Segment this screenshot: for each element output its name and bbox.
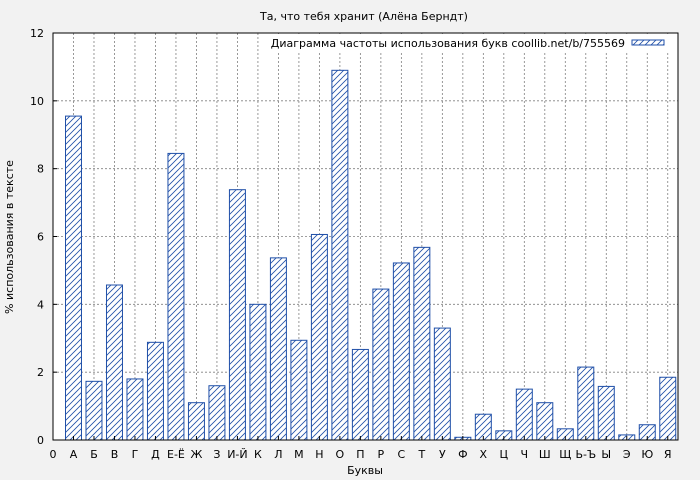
bar-29	[659, 376, 677, 441]
y-tick-label: 6	[37, 231, 44, 244]
y-axis: 0 2 4 6 8 10 12	[30, 27, 57, 447]
x-tick-label: Ы	[601, 448, 611, 461]
x-tick-label: М	[294, 448, 304, 461]
x-tick-label: Ф	[458, 448, 467, 461]
bar-3	[126, 378, 144, 441]
legend: Диаграмма частоты использования букв coo…	[271, 34, 676, 52]
bar-7	[208, 385, 226, 441]
x-tick-label: Ю	[641, 448, 653, 461]
y-tick-label: 10	[30, 95, 44, 108]
bar-4	[146, 341, 164, 441]
x-tick-label: С	[398, 448, 406, 461]
y-tick-label: 2	[37, 366, 44, 379]
x-tick-label: Е-Ё	[167, 448, 185, 461]
x-tick-label: Ш	[539, 448, 551, 461]
y-tick-label: 8	[37, 163, 44, 176]
bar-11	[290, 339, 308, 441]
chart-title: Та, что тебя хранит (Алёна Берндт)	[259, 10, 468, 23]
x-axis: 0 А Б В Г Д Е-Ё Ж З И-Й К Л М Н О П Р С Т У Ф Х Ц Ч Ш Щ Ь-Ъ Ы Э Ю Я	[50, 436, 672, 461]
x-tick-label: В	[111, 448, 119, 461]
x-tick-label: И-Й	[227, 448, 247, 461]
y-tick-label: 4	[37, 298, 44, 311]
x-tick-label: Э	[623, 448, 631, 461]
x-tick-label: Л	[274, 448, 282, 461]
x-tick-label: Ц	[500, 448, 509, 461]
x-tick-label: Я	[664, 448, 672, 461]
x-tick-label: Г	[132, 448, 139, 461]
bar-5	[167, 152, 185, 441]
x-tick-label: Т	[417, 448, 425, 461]
bar-18	[433, 327, 451, 441]
x-axis-label: Буквы	[347, 464, 383, 477]
bar-16	[392, 262, 410, 441]
x-tick-label: Р	[378, 448, 385, 461]
bar-8	[228, 189, 246, 441]
bar-13	[331, 69, 349, 441]
bar-23	[536, 402, 554, 441]
bar-26	[597, 385, 615, 441]
bar-12	[310, 233, 328, 441]
x-tick-label: Н	[315, 448, 323, 461]
x-tick-label: О	[336, 448, 345, 461]
bar-9	[249, 303, 267, 441]
x-tick-label: У	[439, 448, 446, 461]
bar-25	[577, 366, 595, 441]
x-tick-label: К	[254, 448, 262, 461]
x-tick-label: Ж	[191, 448, 203, 461]
legend-label: Диаграмма частоты использования букв coo…	[271, 37, 625, 50]
x-tick-label: Щ	[559, 448, 571, 461]
bar-22	[515, 388, 533, 441]
bar-6	[187, 402, 205, 441]
x-origin-label: 0	[50, 448, 57, 461]
bar-0	[65, 115, 82, 441]
bar-2	[105, 284, 123, 441]
x-tick-label: Х	[480, 448, 488, 461]
bar-10	[269, 257, 287, 441]
x-tick-label: З	[213, 448, 220, 461]
bar-14	[351, 348, 369, 441]
x-tick-label: П	[356, 448, 364, 461]
bar-17	[413, 246, 431, 441]
x-tick-label: Д	[151, 448, 160, 461]
bar-1	[85, 380, 103, 441]
y-tick-label: 0	[37, 434, 44, 447]
x-tick-label: А	[70, 448, 78, 461]
y-tick-label: 12	[30, 27, 44, 40]
bar-15	[372, 288, 390, 441]
y-axis-label: % использования в тексте	[3, 160, 16, 314]
x-tick-label: Б	[90, 448, 98, 461]
x-tick-label: Ь-Ъ	[575, 448, 596, 461]
x-tick-label: Ч	[521, 448, 529, 461]
legend-swatch	[631, 39, 665, 46]
legend-background	[276, 34, 676, 52]
